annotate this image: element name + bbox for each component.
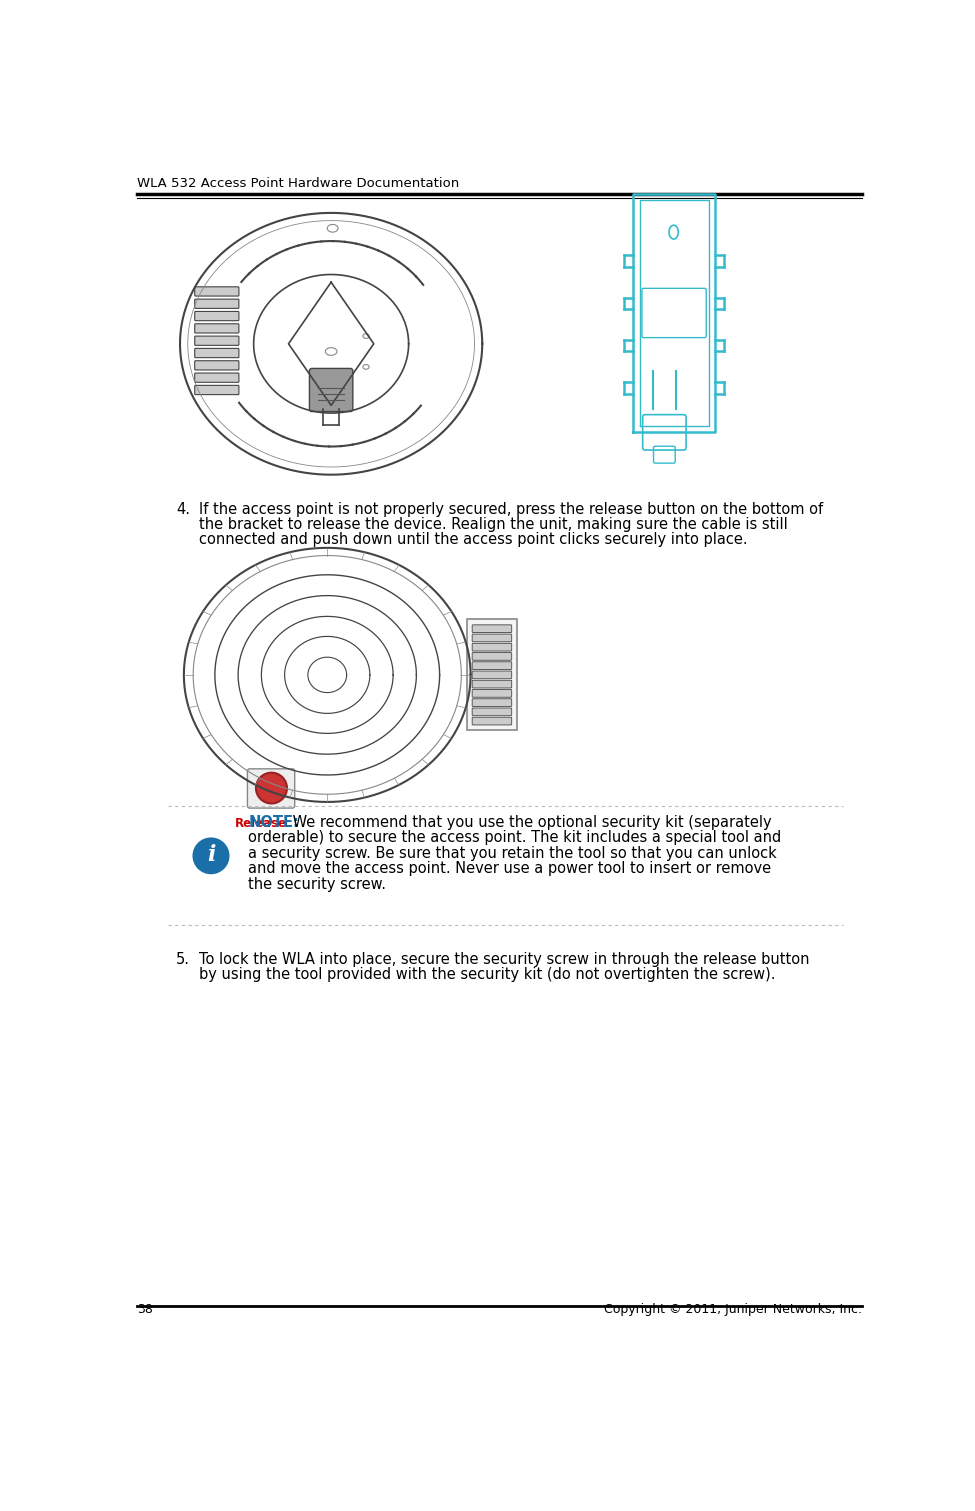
FancyBboxPatch shape: [472, 635, 512, 642]
FancyBboxPatch shape: [195, 323, 239, 332]
Text: a security screw. Be sure that you retain the tool so that you can unlock: a security screw. Be sure that you retai…: [249, 846, 777, 861]
FancyBboxPatch shape: [472, 662, 512, 669]
Text: WLA 532 Access Point Hardware Documentation: WLA 532 Access Point Hardware Documentat…: [137, 177, 459, 190]
Text: Copyright © 2011, Juniper Networks, Inc.: Copyright © 2011, Juniper Networks, Inc.: [604, 1302, 862, 1316]
FancyBboxPatch shape: [195, 335, 239, 346]
FancyBboxPatch shape: [195, 299, 239, 308]
Text: 4.: 4.: [176, 502, 190, 517]
FancyBboxPatch shape: [472, 689, 512, 697]
FancyBboxPatch shape: [195, 287, 239, 296]
Text: connected and push down until the access point clicks securely into place.: connected and push down until the access…: [199, 532, 748, 547]
Text: We recommend that you use the optional security kit (separately: We recommend that you use the optional s…: [289, 814, 772, 830]
Text: orderable) to secure the access point. The kit includes a special tool and: orderable) to secure the access point. T…: [249, 831, 781, 846]
FancyBboxPatch shape: [309, 369, 353, 411]
Text: NOTE:: NOTE:: [249, 814, 299, 830]
FancyBboxPatch shape: [472, 698, 512, 707]
FancyBboxPatch shape: [472, 680, 512, 688]
FancyBboxPatch shape: [472, 718, 512, 725]
Text: and move the access point. Never use a power tool to insert or remove: and move the access point. Never use a p…: [249, 861, 771, 876]
FancyBboxPatch shape: [195, 385, 239, 394]
FancyBboxPatch shape: [248, 769, 294, 808]
Text: by using the tool provided with the security kit (do not overtighten the screw).: by using the tool provided with the secu…: [199, 967, 776, 982]
FancyBboxPatch shape: [472, 653, 512, 660]
Text: 5.: 5.: [176, 952, 190, 967]
Text: the bracket to release the device. Realign the unit, making sure the cable is st: the bracket to release the device. Reali…: [199, 517, 788, 532]
Circle shape: [256, 772, 287, 804]
FancyBboxPatch shape: [472, 626, 512, 633]
FancyBboxPatch shape: [195, 311, 239, 320]
FancyBboxPatch shape: [467, 618, 517, 730]
FancyBboxPatch shape: [472, 709, 512, 716]
FancyBboxPatch shape: [195, 361, 239, 370]
Circle shape: [193, 839, 229, 873]
FancyBboxPatch shape: [195, 373, 239, 382]
FancyBboxPatch shape: [472, 644, 512, 651]
Text: If the access point is not properly secured, press the release button on the bot: If the access point is not properly secu…: [199, 502, 824, 517]
Text: i: i: [207, 845, 215, 866]
Text: Release: Release: [235, 817, 288, 831]
FancyBboxPatch shape: [195, 349, 239, 358]
Text: the security screw.: the security screw.: [249, 876, 386, 891]
FancyBboxPatch shape: [472, 671, 512, 678]
Text: 38: 38: [137, 1302, 153, 1316]
Text: To lock the WLA into place, secure the security screw in through the release but: To lock the WLA into place, secure the s…: [199, 952, 810, 967]
